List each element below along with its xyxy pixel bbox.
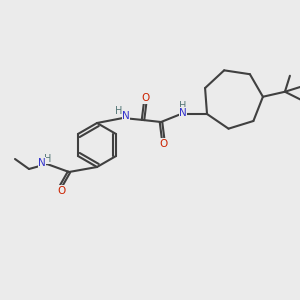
Text: H: H bbox=[179, 101, 187, 111]
Text: O: O bbox=[57, 186, 65, 196]
Text: H: H bbox=[44, 154, 52, 164]
Text: H: H bbox=[115, 106, 123, 116]
Text: O: O bbox=[159, 139, 167, 149]
Text: O: O bbox=[141, 93, 149, 103]
Text: N: N bbox=[179, 108, 187, 118]
Text: N: N bbox=[38, 158, 46, 168]
Text: N: N bbox=[122, 111, 130, 121]
